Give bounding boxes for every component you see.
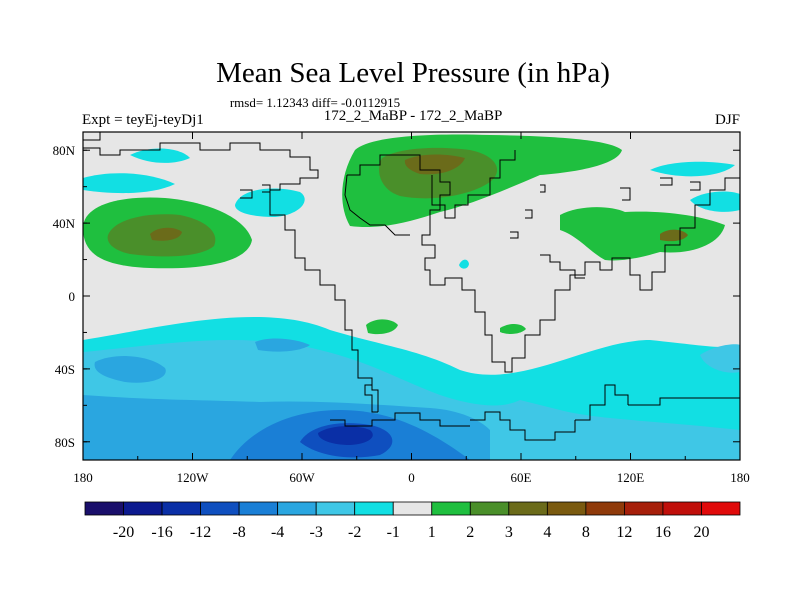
colorbar-swatch [546,501,587,516]
colorbar-swatch [392,501,433,516]
y-tick-label: 40S [55,362,75,377]
colorbar-label: 1 [428,524,436,541]
colorbar-label: -16 [151,524,172,541]
colorbar-label: 3 [505,524,513,541]
season-label: DJF [715,112,740,128]
colorbar-swatch [662,501,702,516]
colorbar-swatch [701,501,741,516]
x-tick-label: 180 [73,470,93,485]
colorbar-label: -12 [190,524,211,541]
south-pacific-low [94,356,166,383]
colorbar-swatch [508,501,548,516]
colorbar-label: -3 [310,524,323,541]
arctic-east-low [650,161,735,177]
x-tick-label: 60W [289,470,315,485]
colorbar-swatch [431,501,471,516]
colorbar-label: -20 [113,524,134,541]
south-atlantic-low [255,338,310,352]
colorbar: -20 -16 -12 -8 -4 -3 -2 -1 1 2 3 4 8 12 16 20 [84,501,741,541]
colorbar-swatch [84,501,124,516]
colorbar-label: 2 [466,524,474,541]
colorbar-swatch [123,501,163,516]
south-indian-low [700,344,740,373]
map-field [83,132,740,460]
colorbar-swatch [315,501,356,516]
east-asia-high-4 [660,229,688,242]
y-tick-label: 0 [69,289,76,304]
x-tick-label: 180 [730,470,750,485]
x-tick-label: 120E [617,470,645,485]
colorbar-label: -4 [271,524,284,541]
arctic-pacific-low [130,148,190,163]
east-asia-high-2 [560,207,725,261]
tropical-atlantic-high [366,319,398,335]
axis-ticks: 180 120W 60W 0 60E 120E 180 80N 40N 0 40S 80S [53,132,750,485]
colorbar-swatch [200,501,240,516]
north-pacific-high-4 [150,227,182,241]
colorbar-label: -8 [232,524,245,541]
coastlines [83,132,740,441]
colorbar-label: 20 [693,524,709,541]
colorbar-label: 8 [582,524,590,541]
colorbar-label: -2 [348,524,361,541]
colorbar-swatch [238,501,279,516]
southern-core-minus12 [318,426,373,445]
colorbar-swatch [585,501,625,516]
colorbar-label: -1 [387,524,400,541]
chart-subtitle: rmsd= 1.12343 diff= -0.0112915 [230,95,400,110]
colorbar-swatch [354,501,394,516]
experiment-label: Expt = teyEj-teyDj1 [82,112,204,128]
colorbar-label: 16 [655,524,671,541]
north-pacific-low [83,173,175,194]
colorbar-swatch [161,501,201,516]
tropical-indian-high [500,323,526,334]
y-tick-label: 80N [53,143,76,158]
colorbar-swatch [277,501,317,516]
x-tick-label: 60E [511,470,532,485]
colorbar-label: 12 [616,524,632,541]
x-tick-label: 0 [408,470,415,485]
chart-title: Mean Sea Level Pressure (in hPa) [216,57,610,89]
east-siberia-low [690,191,740,212]
x-tick-label: 120W [177,470,210,485]
colorbar-swatch [469,501,510,516]
colorbar-swatch [624,501,664,516]
colorbar-label: 4 [543,524,551,541]
small-atlantic-low [459,259,469,269]
y-tick-label: 40N [53,216,76,231]
y-tick-label: 80S [55,435,75,450]
center-label: 172_2_MaBP - 172_2_MaBP [324,108,503,124]
